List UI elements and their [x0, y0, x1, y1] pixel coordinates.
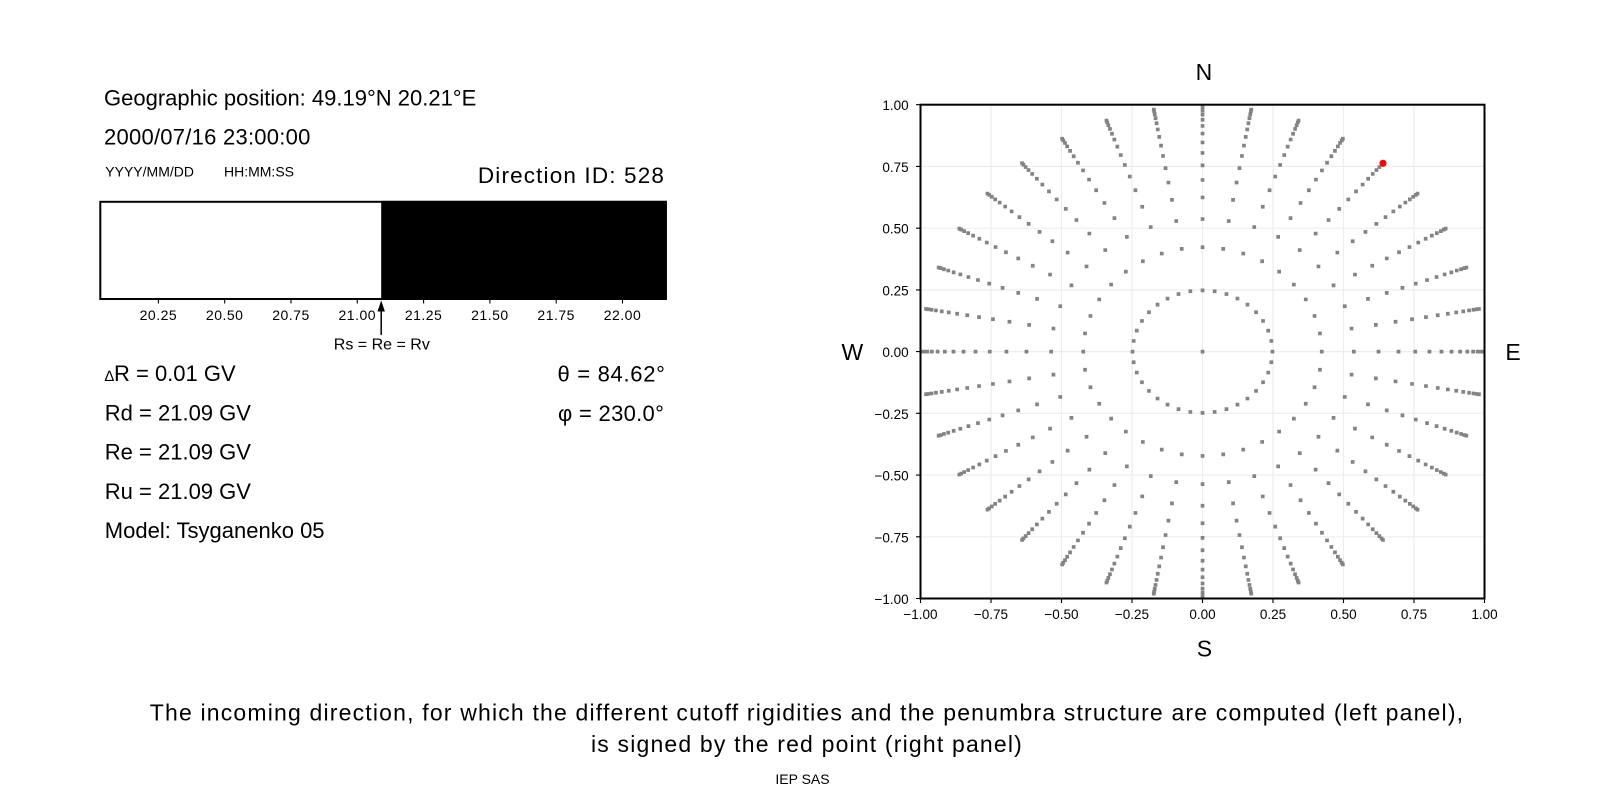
svg-text:0.75: 0.75: [1401, 607, 1427, 622]
svg-text:Geographic position: 49.19°N 2: Geographic position: 49.19°N 20.21°E: [104, 85, 476, 110]
svg-text:N: N: [1196, 59, 1213, 85]
svg-text:20.75: 20.75: [272, 307, 310, 323]
svg-text:21.00: 21.00: [339, 307, 377, 323]
svg-text:Ru = 21.09 GV: Ru = 21.09 GV: [105, 479, 251, 504]
svg-text:0.00: 0.00: [882, 345, 908, 360]
svg-text:θ = 84.62°: θ = 84.62°: [558, 362, 666, 387]
svg-text:is signed by the red point (ri: is signed by the red point (right panel): [591, 731, 1023, 757]
svg-text:0.50: 0.50: [882, 222, 908, 237]
svg-text:22.00: 22.00: [604, 307, 642, 323]
svg-text:S: S: [1197, 636, 1212, 662]
svg-text:21.50: 21.50: [471, 307, 509, 323]
svg-text:2000/07/16 23:00:00: 2000/07/16 23:00:00: [104, 125, 311, 150]
svg-text:0.00: 0.00: [1189, 607, 1215, 622]
svg-text:Re = 21.09 GV: Re = 21.09 GV: [105, 440, 251, 465]
svg-text:HH:MM:SS: HH:MM:SS: [224, 164, 294, 180]
svg-text:0.25: 0.25: [1260, 607, 1286, 622]
svg-text:IEP SAS: IEP SAS: [775, 771, 829, 787]
svg-text:21.75: 21.75: [537, 307, 575, 323]
svg-text:W: W: [841, 339, 863, 365]
svg-text:φ = 230.0°: φ = 230.0°: [558, 401, 664, 426]
svg-text:Rs = Re = Rv: Rs = Re = Rv: [334, 337, 430, 354]
svg-text:21.25: 21.25: [405, 307, 443, 323]
svg-text:0.75: 0.75: [882, 160, 908, 175]
svg-text:1.00: 1.00: [882, 98, 908, 113]
svg-text:−1.00: −1.00: [875, 592, 909, 607]
svg-text:E: E: [1505, 339, 1520, 365]
svg-text:∆R = 0.01 GV: ∆R = 0.01 GV: [105, 361, 236, 386]
svg-text:−0.50: −0.50: [875, 469, 909, 484]
svg-text:Model: Tsyganenko 05: Model: Tsyganenko 05: [105, 518, 325, 543]
svg-text:−0.50: −0.50: [1044, 607, 1078, 622]
svg-text:−0.25: −0.25: [1115, 607, 1149, 622]
svg-text:−1.00: −1.00: [903, 607, 937, 622]
svg-text:1.00: 1.00: [1471, 607, 1497, 622]
svg-text:YYYY/MM/DD: YYYY/MM/DD: [105, 164, 194, 180]
svg-text:−0.75: −0.75: [875, 530, 909, 545]
svg-text:−0.25: −0.25: [875, 407, 909, 422]
svg-text:Rd = 21.09 GV: Rd = 21.09 GV: [105, 400, 251, 425]
svg-text:The incoming direction, for wh: The incoming direction, for which the di…: [150, 700, 1464, 726]
svg-text:0.50: 0.50: [1330, 607, 1356, 622]
svg-text:0.25: 0.25: [882, 283, 908, 298]
svg-text:Direction ID: 528: Direction ID: 528: [478, 163, 665, 188]
svg-text:20.25: 20.25: [140, 307, 178, 323]
svg-text:−0.75: −0.75: [974, 607, 1008, 622]
svg-text:20.50: 20.50: [206, 307, 244, 323]
